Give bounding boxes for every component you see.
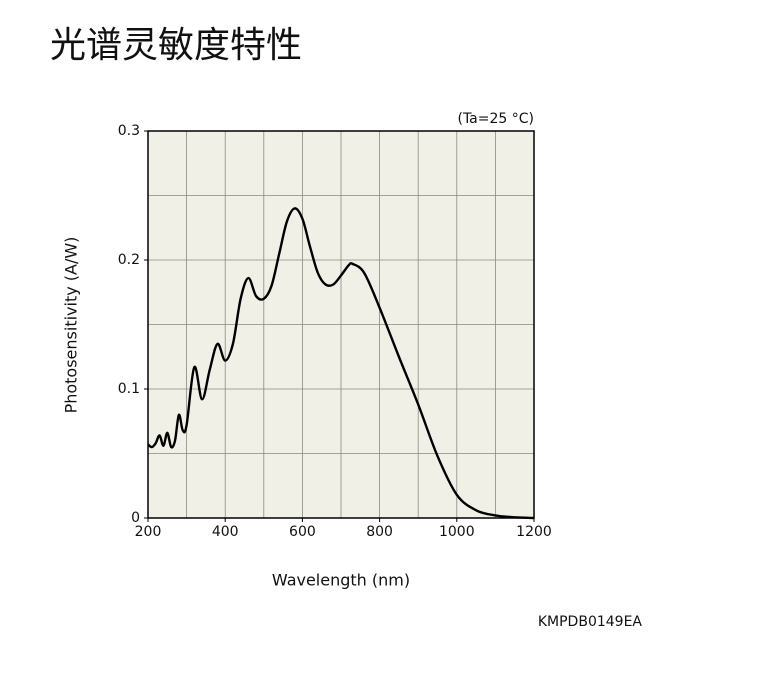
- x-tick-label: 1000: [439, 524, 475, 540]
- annotation: (Ta=25 °C): [457, 111, 534, 127]
- plot-frame: [147, 130, 535, 519]
- x-tick-label: 400: [212, 524, 239, 540]
- y-tick-label: 0: [131, 510, 140, 526]
- y-tick-label: 0.2: [118, 252, 140, 268]
- x-tick-label: 800: [366, 524, 393, 540]
- y-tick-label: 0.1: [118, 381, 140, 397]
- x-tick-label: 1200: [516, 524, 552, 540]
- chart-title: 光谱灵敏度特性: [50, 25, 302, 66]
- data-line: [147, 207, 535, 520]
- x-tick-label: 200: [135, 524, 162, 540]
- figure-code: KMPDB0149EA: [538, 614, 643, 630]
- y-axis-label: Photosensitivity (A/W): [62, 237, 81, 414]
- y-tick-label: 0.3: [118, 123, 140, 139]
- x-axis-label: Wavelength (nm): [272, 571, 410, 590]
- x-tick-label: 600: [289, 524, 316, 540]
